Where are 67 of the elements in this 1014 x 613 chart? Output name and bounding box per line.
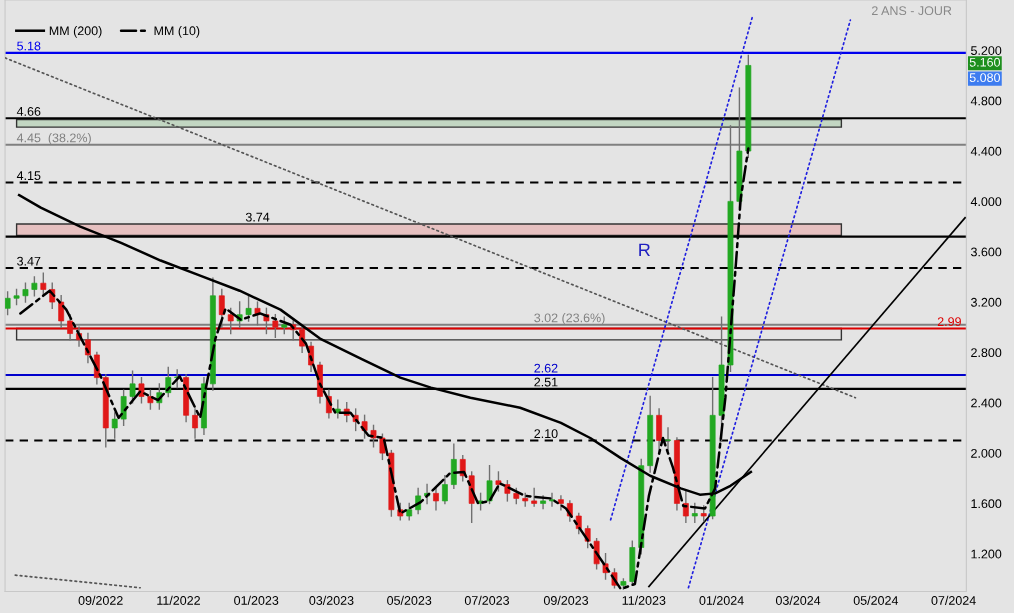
text: 5.080 [969, 73, 1001, 83]
x-tick-label: 09/2023 [543, 595, 589, 605]
y-tick-label: 3.600 [970, 247, 1002, 257]
text: 5.160 [969, 57, 1001, 67]
x-tick-label: 03/2023 [309, 595, 354, 605]
candlestick [691, 502, 698, 524]
y-tick-label: 5.200 [971, 46, 1002, 55]
y-tick-label: 4.000 [970, 197, 1002, 207]
y-tick-label: 2.400 [971, 398, 1002, 408]
x-tick-label: 03/2024 [775, 595, 821, 605]
y-tick-label: 4.400 [970, 146, 1002, 156]
candlestick [495, 471, 502, 492]
ref-line-label: 2.10 [534, 429, 558, 439]
x-tick-label: 05/2023 [387, 595, 432, 605]
candlestick [272, 313, 279, 339]
ref-line-label: 4.45 (38.2%) [16, 133, 91, 145]
band-label: 3.74 [245, 212, 270, 222]
candlestick [558, 495, 564, 511]
candlestick [334, 399, 341, 419]
candlestick [227, 307, 234, 335]
candlestick [665, 427, 671, 452]
candlestick [245, 295, 252, 322]
x-tick-label: 01/2024 [699, 595, 744, 605]
x-tick-label: 07/2023 [464, 595, 510, 605]
ref-line-label: 2.99 [937, 317, 961, 327]
y-tick-label: 2.800 [971, 348, 1002, 358]
ref-line-label: 5.18 [17, 41, 41, 51]
ref-line-label: 4.15 [16, 171, 41, 181]
candlestick [682, 490, 689, 524]
candlestick [5, 291, 11, 316]
y-tick-label: 4.800 [970, 96, 1002, 106]
ref-line-label: 2.62 [534, 363, 558, 373]
legend-label: MM (200) [49, 26, 102, 38]
ref-line-label: 2.51 [534, 377, 558, 387]
candlestick [58, 295, 65, 328]
candlestick [147, 389, 154, 410]
candlestick [218, 288, 225, 328]
y-tick-label: 2.000 [971, 448, 1002, 458]
candlestick [138, 376, 145, 404]
x-tick-label: 01/2023 [234, 595, 279, 605]
candlestick [174, 369, 181, 389]
annotation: R [639, 243, 650, 257]
x-tick-label: 07/2024 [931, 595, 976, 605]
candlestick [31, 276, 38, 297]
x-tick-label: 11/2022 [157, 595, 200, 605]
candlestick [442, 475, 448, 505]
candlestick [433, 487, 439, 511]
candlestick [67, 313, 73, 341]
ref-line-label: 4.66 [16, 106, 41, 116]
x-tick-label: 11/2023 [622, 595, 666, 605]
candlestick [111, 412, 118, 439]
candlestick [549, 492, 555, 507]
x-tick-label: 05/2024 [853, 595, 899, 605]
candlestick [531, 487, 538, 507]
y-tick-label: 1.200 [971, 549, 1002, 559]
candlestick [40, 272, 47, 297]
ref-line-label: 3.47 [17, 256, 41, 266]
candlestick [486, 464, 493, 505]
chart-subtitle: 2 ANS - JOUR [871, 6, 952, 16]
y-tick-label: 1.600 [971, 499, 1002, 509]
legend-label: MM (10) [154, 26, 200, 38]
candlestick [192, 408, 198, 439]
candlestick [22, 282, 29, 303]
y-tick-label: 3.200 [970, 297, 1002, 307]
ref-line-label: 3.02 (23.6%) [534, 313, 605, 325]
candlestick [120, 389, 127, 427]
x-tick-label: 09/2022 [78, 595, 123, 605]
